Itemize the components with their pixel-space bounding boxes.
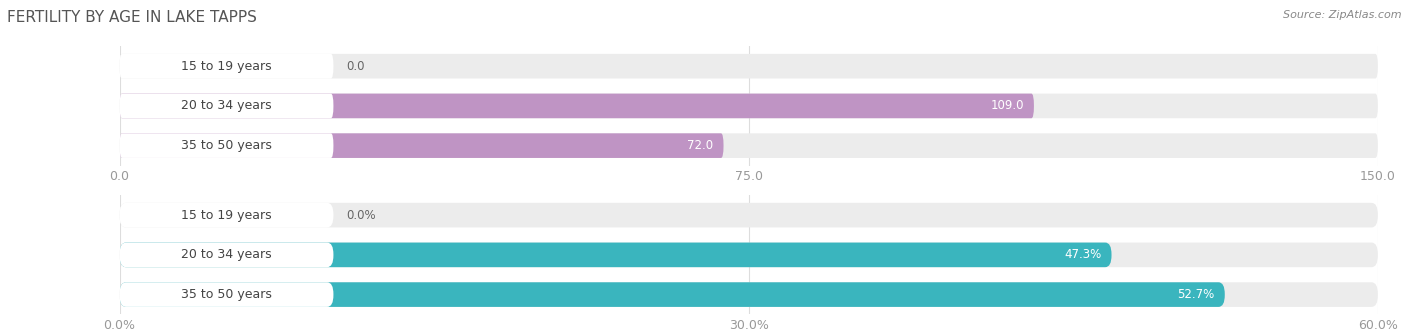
FancyBboxPatch shape (120, 282, 333, 307)
Text: 52.7%: 52.7% (1177, 288, 1215, 301)
Text: 35 to 50 years: 35 to 50 years (181, 139, 271, 152)
FancyBboxPatch shape (120, 282, 1225, 307)
FancyBboxPatch shape (120, 243, 1378, 267)
Text: Source: ZipAtlas.com: Source: ZipAtlas.com (1284, 10, 1402, 20)
FancyBboxPatch shape (120, 94, 1378, 118)
FancyBboxPatch shape (120, 133, 333, 158)
FancyBboxPatch shape (120, 203, 1378, 227)
FancyBboxPatch shape (120, 282, 1378, 307)
Text: 109.0: 109.0 (990, 99, 1024, 113)
FancyBboxPatch shape (120, 203, 333, 227)
Text: 0.0%: 0.0% (346, 209, 375, 222)
FancyBboxPatch shape (120, 94, 333, 118)
Text: 47.3%: 47.3% (1064, 248, 1101, 261)
Text: 0.0: 0.0 (346, 60, 364, 73)
FancyBboxPatch shape (120, 243, 1112, 267)
Text: 15 to 19 years: 15 to 19 years (181, 60, 271, 73)
FancyBboxPatch shape (120, 133, 1378, 158)
FancyBboxPatch shape (120, 243, 333, 267)
FancyBboxPatch shape (120, 54, 1378, 78)
Text: 35 to 50 years: 35 to 50 years (181, 288, 271, 301)
Text: 15 to 19 years: 15 to 19 years (181, 209, 271, 222)
Text: 20 to 34 years: 20 to 34 years (181, 99, 271, 113)
Text: 72.0: 72.0 (688, 139, 713, 152)
FancyBboxPatch shape (120, 94, 1033, 118)
Text: FERTILITY BY AGE IN LAKE TAPPS: FERTILITY BY AGE IN LAKE TAPPS (7, 10, 257, 25)
FancyBboxPatch shape (120, 54, 333, 78)
Text: 20 to 34 years: 20 to 34 years (181, 248, 271, 261)
FancyBboxPatch shape (120, 133, 724, 158)
